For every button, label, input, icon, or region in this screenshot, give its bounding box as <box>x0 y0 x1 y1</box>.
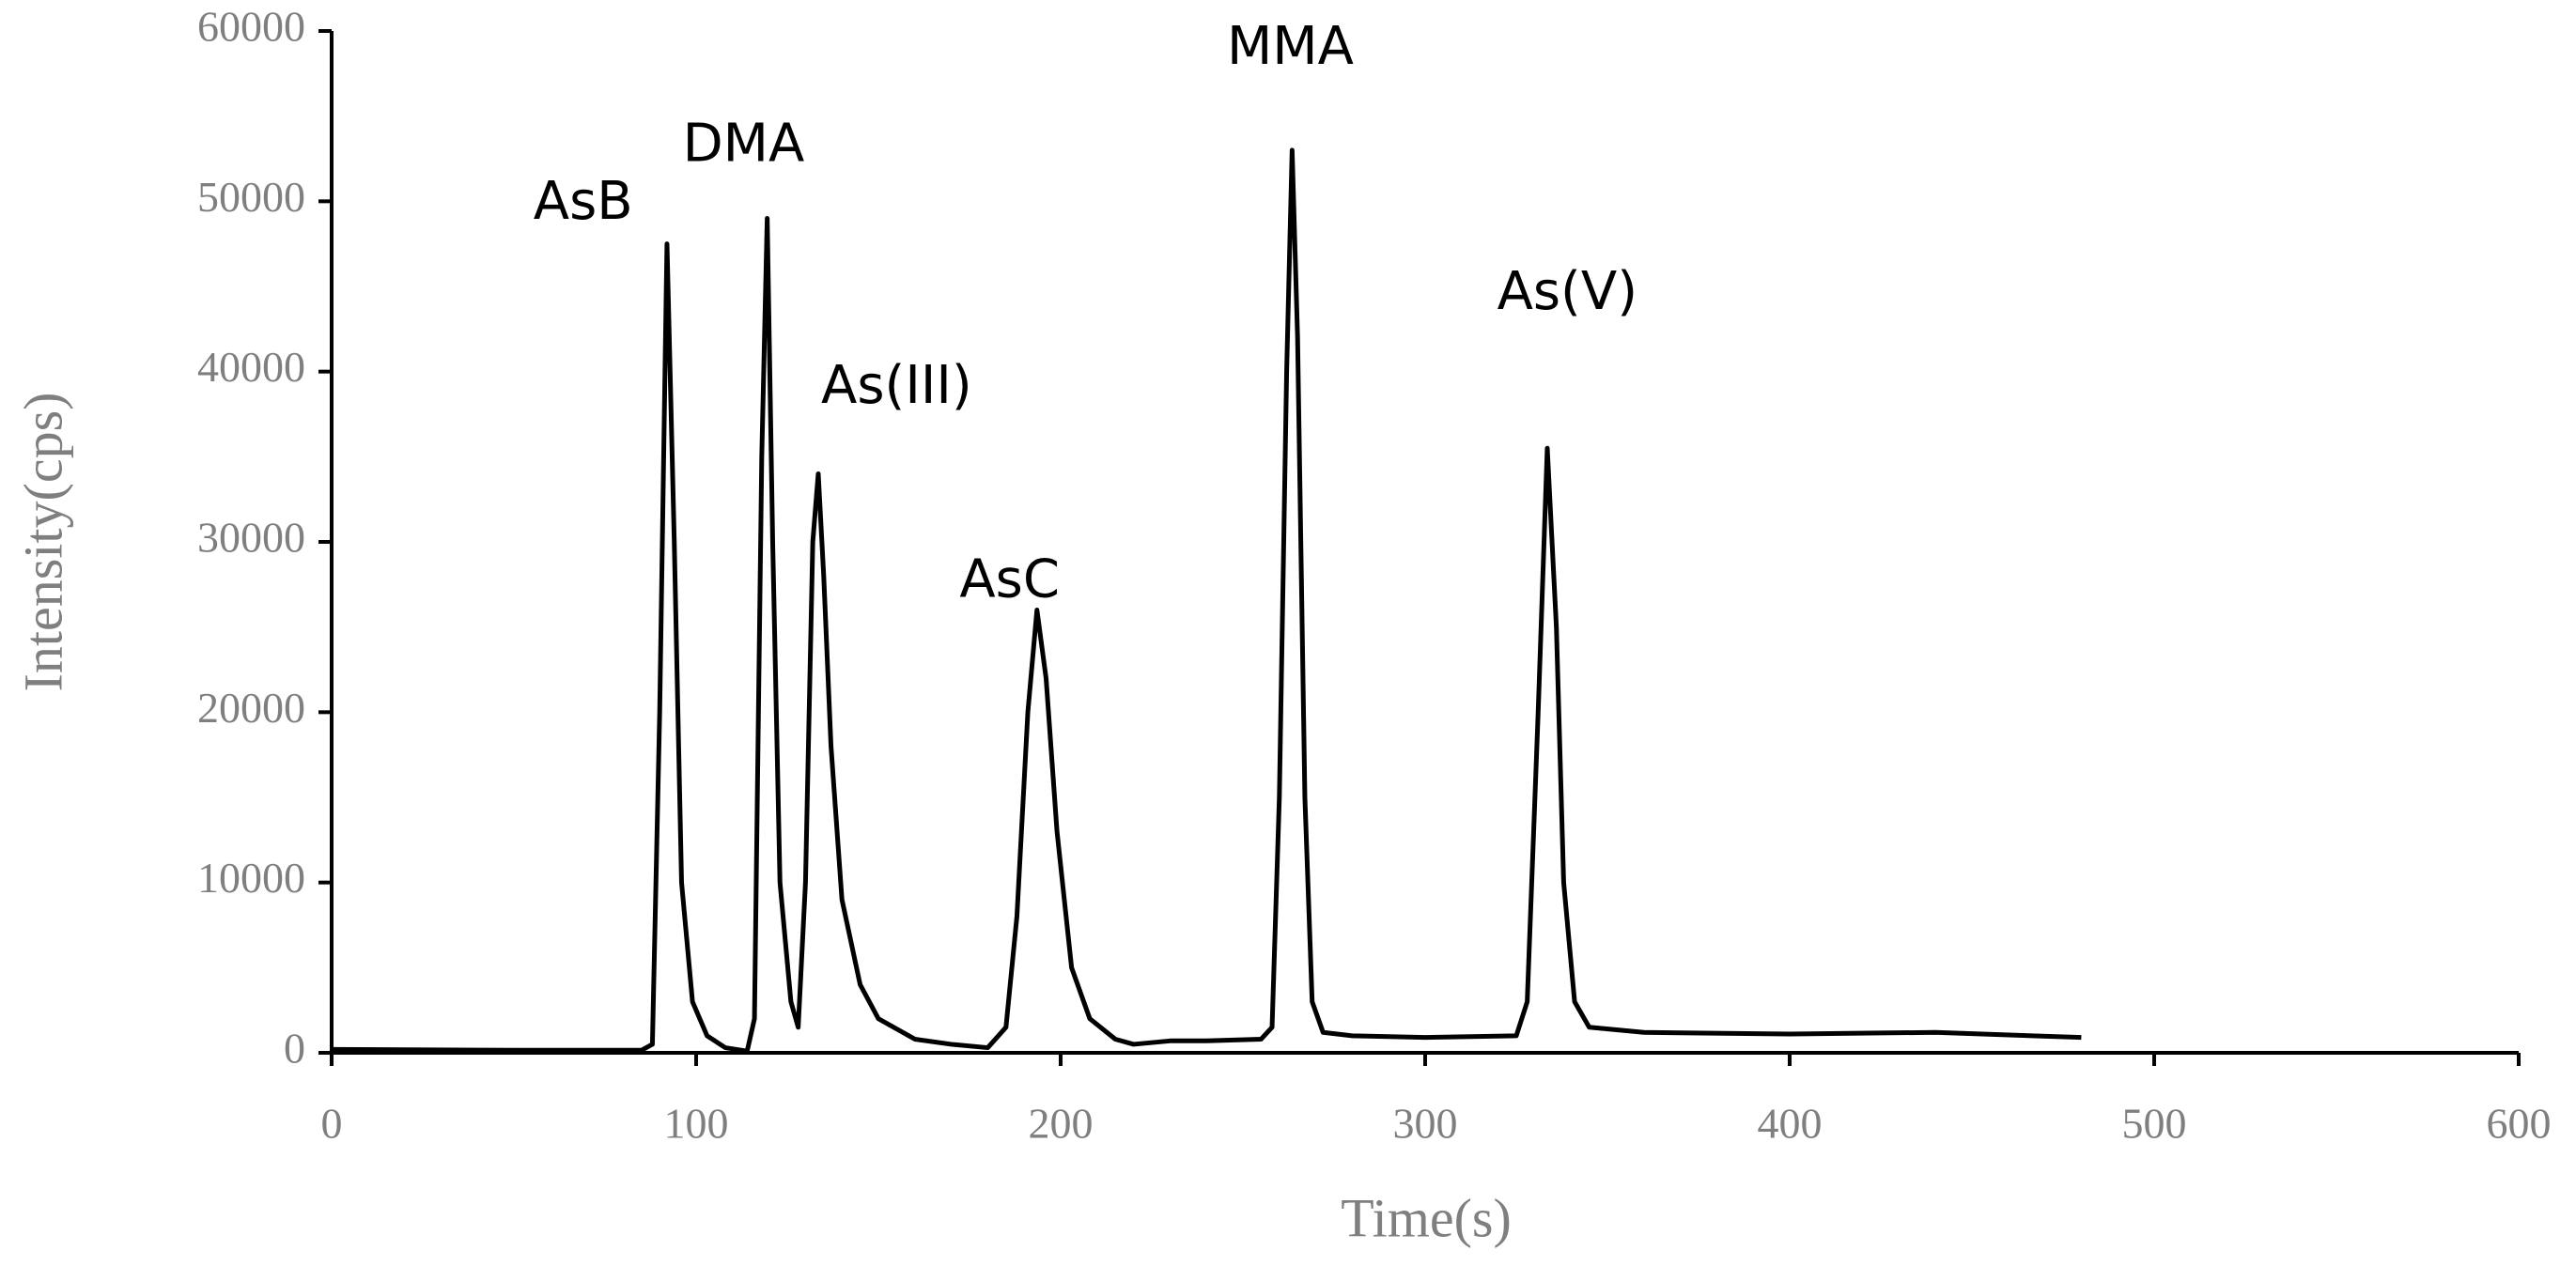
peak-label: AsC <box>959 549 1060 610</box>
y-tick-label: 50000 <box>197 173 305 221</box>
peak-label: DMA <box>683 113 805 174</box>
data-line <box>331 147 2082 1054</box>
peak-label: MMA <box>1227 16 1354 77</box>
y-tick-label: 0 <box>284 1025 305 1073</box>
x-tick-label: 0 <box>321 1100 343 1148</box>
y-tick-label: 60000 <box>197 3 305 51</box>
x-tick-label: 500 <box>2122 1100 2187 1148</box>
y-tick-label: 40000 <box>197 343 305 391</box>
x-tick-label: 200 <box>1029 1100 1094 1148</box>
y-axis-title: Intensity(cps) <box>12 393 73 692</box>
x-tick-label: 100 <box>664 1100 729 1148</box>
y-tick-label: 30000 <box>197 514 305 562</box>
x-tick-label: 400 <box>1758 1100 1823 1148</box>
peak-label: AsB <box>534 171 633 232</box>
x-tick-label: 600 <box>2487 1100 2552 1148</box>
peak-label: As(III) <box>821 355 972 416</box>
y-tick-label: 20000 <box>197 684 305 732</box>
peak-label: As(V) <box>1497 261 1638 322</box>
x-axis-title: Time(s) <box>1341 1187 1512 1248</box>
y-tick-label: 10000 <box>197 854 305 902</box>
x-tick-label: 300 <box>1393 1100 1458 1148</box>
